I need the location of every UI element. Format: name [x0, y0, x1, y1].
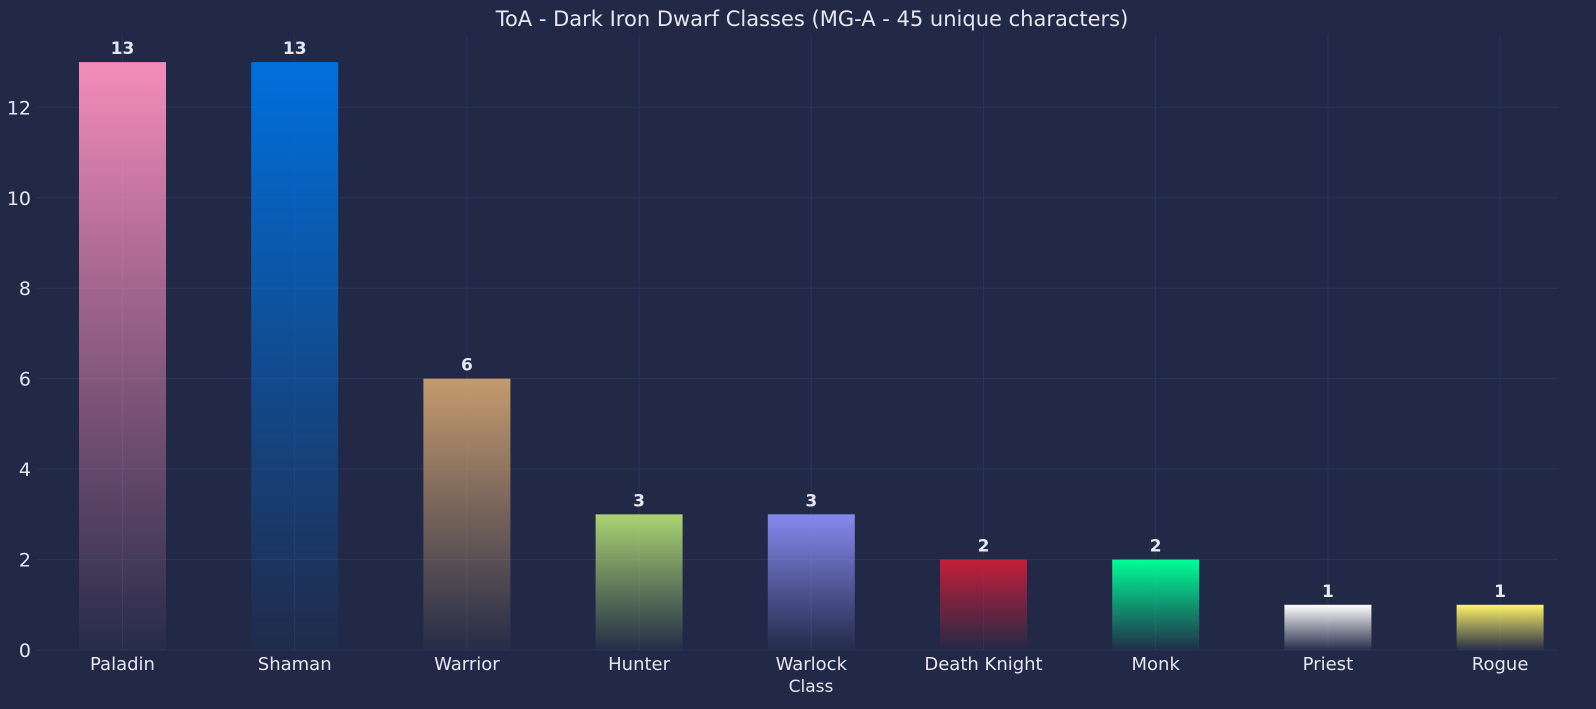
y-tick-labels: 0 2 4 6 8 10 12 — [7, 97, 31, 662]
x-tick-label: Warlock — [776, 654, 848, 675]
bar-warlock — [767, 514, 855, 650]
y-tick-label: 8 — [19, 278, 31, 300]
data-label: 3 — [633, 491, 645, 511]
data-label: 6 — [461, 356, 473, 376]
data-label: 1 — [1494, 582, 1506, 602]
y-tick-label: 6 — [19, 369, 31, 391]
data-labels-layer: 13 13 6 3 3 2 2 1 1 — [111, 39, 1506, 602]
bar-warrior — [423, 378, 511, 650]
y-tick-label: 12 — [7, 97, 31, 119]
x-tick-label: Paladin — [90, 654, 155, 675]
data-label: 13 — [283, 39, 307, 59]
x-tick-label: Death Knight — [924, 654, 1042, 675]
x-tick-label: Hunter — [608, 654, 670, 675]
bars-layer — [79, 62, 1544, 651]
x-tick-labels: Paladin Shaman Warrior Hunter Warlock Death K… — [90, 654, 1528, 675]
bar-hunter — [595, 514, 683, 650]
bar-priest — [1284, 604, 1372, 650]
chart-title: ToA - Dark Iron Dwarf Classes (MG-A - 45… — [495, 7, 1129, 31]
x-tick-label: Warrior — [434, 654, 500, 675]
x-tick-label: Priest — [1303, 654, 1353, 675]
data-label: 1 — [1322, 582, 1334, 602]
data-label: 13 — [111, 39, 135, 59]
data-label: 3 — [805, 491, 817, 511]
x-tick-label: Monk — [1132, 654, 1181, 675]
data-label: 2 — [978, 537, 990, 557]
y-tick-label: 0 — [19, 640, 31, 662]
x-tick-label: Shaman — [258, 654, 332, 675]
x-tick-label: Rogue — [1472, 654, 1529, 675]
x-axis-label: Class — [789, 677, 834, 697]
data-label: 2 — [1150, 537, 1162, 557]
y-tick-label: 10 — [7, 188, 31, 210]
bar-monk — [1112, 559, 1200, 650]
y-tick-label: 4 — [19, 459, 31, 481]
y-tick-label: 2 — [19, 550, 31, 572]
bar-rogue — [1456, 604, 1544, 650]
bar-paladin — [79, 62, 166, 651]
bar-death-knight — [940, 559, 1027, 650]
bar-shaman — [251, 62, 339, 651]
